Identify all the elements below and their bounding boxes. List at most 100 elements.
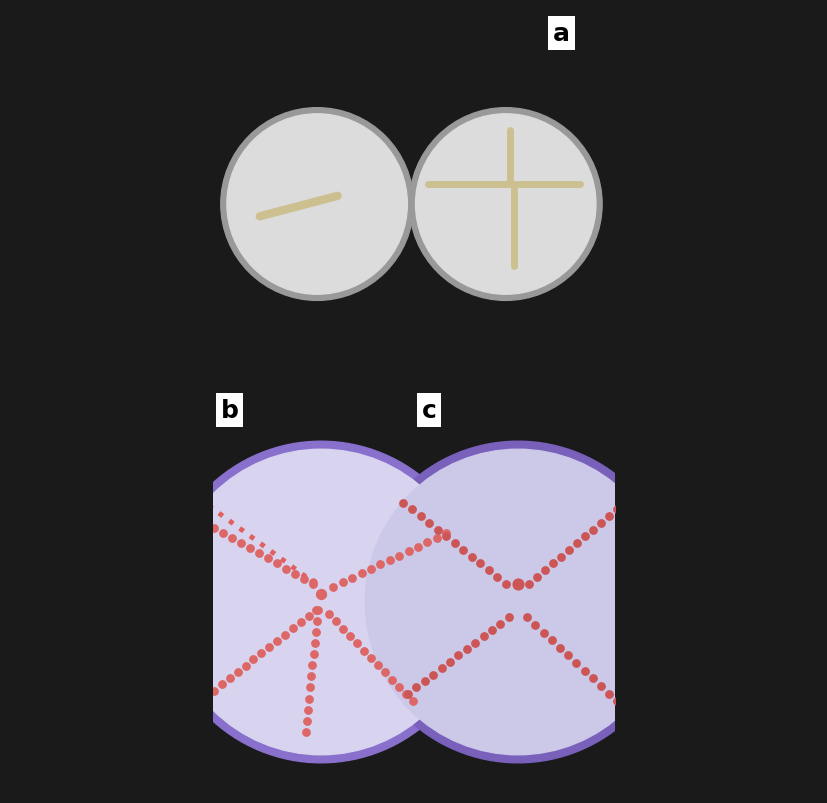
Point (208, 684, 221, 697)
Point (255, 647, 268, 660)
Text: c: c (422, 398, 437, 422)
Point (603, 687, 616, 700)
Point (440, 527, 453, 540)
Point (570, 657, 583, 670)
Point (270, 557, 284, 570)
Point (307, 577, 320, 590)
Point (586, 672, 600, 685)
Point (571, 537, 584, 550)
Point (474, 557, 487, 570)
Point (304, 670, 318, 683)
Point (553, 642, 566, 654)
Point (294, 616, 308, 629)
Point (302, 609, 315, 622)
Point (329, 615, 342, 628)
Point (546, 557, 559, 570)
Point (392, 680, 405, 693)
Point (364, 651, 377, 664)
Point (336, 576, 349, 589)
Point (430, 532, 443, 544)
Point (234, 537, 247, 550)
Point (414, 510, 427, 523)
Point (435, 662, 448, 675)
Circle shape (415, 115, 596, 295)
Point (217, 527, 230, 540)
Circle shape (221, 108, 414, 301)
Point (448, 537, 461, 550)
Text: b: b (221, 398, 238, 422)
Point (494, 618, 507, 630)
Point (465, 551, 478, 564)
Point (189, 512, 203, 525)
Point (502, 611, 515, 624)
Point (314, 588, 327, 601)
Point (619, 496, 632, 509)
Point (610, 503, 624, 516)
Point (595, 517, 608, 530)
Point (357, 644, 370, 657)
Point (578, 665, 591, 678)
Point (461, 643, 474, 656)
Point (602, 510, 615, 523)
Point (469, 637, 482, 650)
Point (252, 547, 265, 560)
Point (537, 626, 550, 639)
Point (401, 687, 414, 700)
Point (410, 681, 423, 694)
Circle shape (409, 108, 602, 301)
Point (371, 658, 385, 671)
Point (261, 552, 275, 565)
Point (482, 564, 495, 577)
Point (443, 655, 457, 668)
Point (490, 571, 504, 584)
Point (562, 649, 575, 662)
Point (452, 649, 465, 662)
Point (303, 692, 316, 705)
Point (208, 522, 221, 535)
Circle shape (227, 115, 408, 295)
Point (411, 540, 424, 553)
Point (402, 545, 415, 558)
Point (520, 611, 533, 624)
Point (350, 637, 363, 650)
Point (439, 530, 452, 543)
Point (346, 572, 359, 585)
Point (421, 536, 434, 549)
Circle shape (357, 442, 679, 763)
Point (595, 679, 608, 692)
Point (198, 517, 212, 530)
Point (223, 672, 237, 685)
Point (270, 634, 284, 647)
Point (477, 630, 490, 643)
Point (239, 659, 252, 672)
Point (378, 666, 391, 679)
Point (522, 577, 535, 590)
Point (418, 675, 432, 687)
Point (545, 634, 558, 647)
Point (383, 554, 396, 567)
Point (286, 622, 299, 635)
Point (405, 503, 418, 516)
Point (309, 626, 323, 638)
Point (423, 517, 436, 530)
Point (289, 568, 302, 581)
Point (500, 577, 513, 590)
Point (586, 524, 600, 536)
Point (578, 530, 591, 543)
Circle shape (160, 442, 482, 763)
Point (365, 563, 378, 576)
Point (225, 532, 238, 545)
Point (304, 681, 317, 694)
Point (231, 666, 244, 679)
Point (299, 726, 313, 739)
Point (263, 641, 276, 654)
Point (322, 608, 335, 621)
Point (355, 567, 368, 580)
Point (327, 581, 340, 593)
Point (246, 653, 260, 666)
Point (310, 604, 323, 617)
Point (308, 637, 321, 650)
Point (431, 524, 444, 536)
Point (538, 564, 552, 577)
Point (528, 618, 542, 631)
